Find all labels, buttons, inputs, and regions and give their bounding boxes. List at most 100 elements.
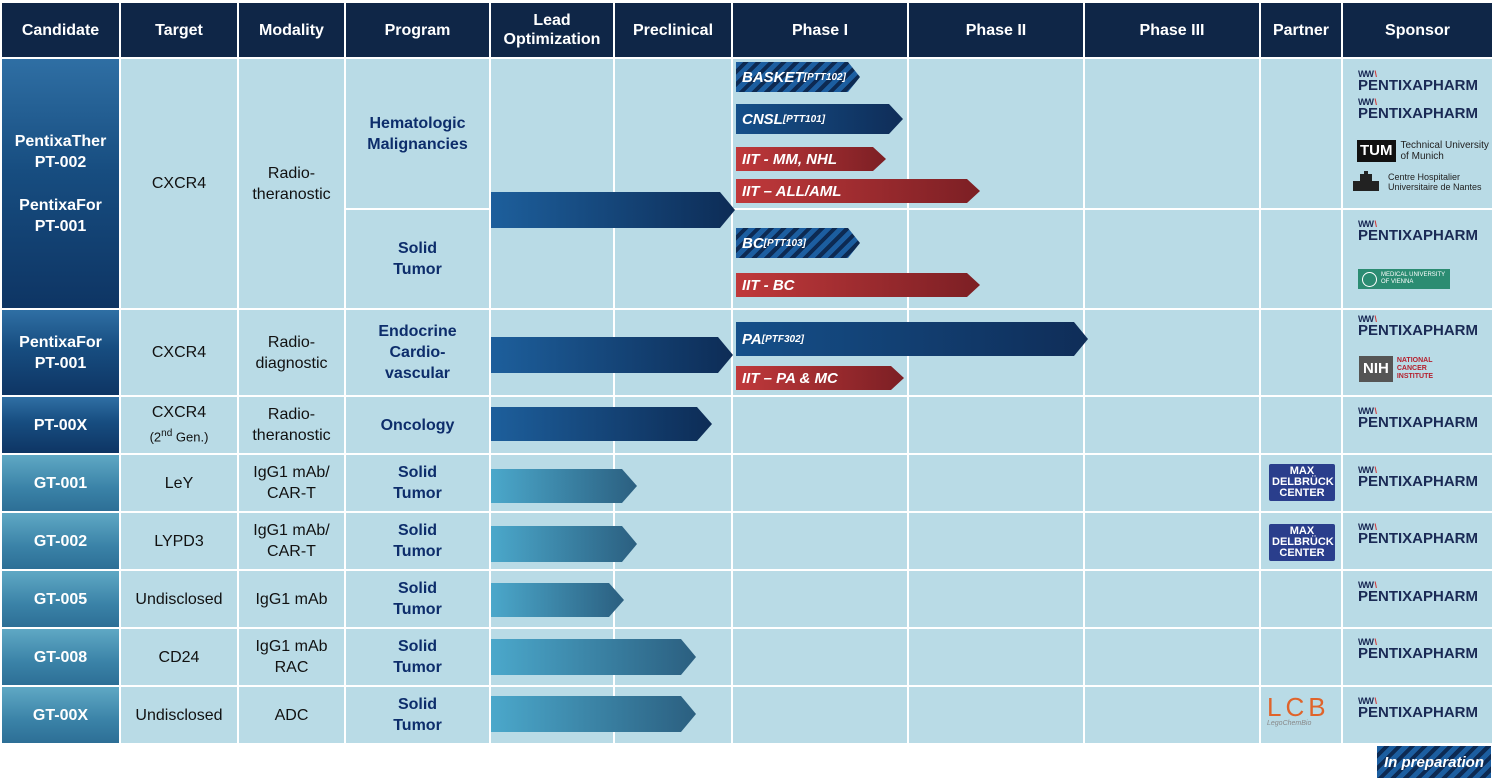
program-solid-tumor: Solid Tumor (346, 629, 489, 685)
program-solid-tumor: Solid Tumor (346, 210, 489, 308)
pentixapharm-logo: WW \ PENTIXAPHARM (1358, 314, 1479, 339)
stage-cell (909, 629, 1083, 685)
header-partner: Partner (1261, 3, 1341, 57)
header-target: Target (121, 3, 237, 57)
stage-cell (733, 513, 907, 569)
program-hematologic: Hematologic Malignancies (346, 59, 489, 208)
stage-cell (1343, 513, 1492, 569)
target-cell: LeY (121, 455, 237, 511)
header-phase-2: Phase II (909, 3, 1083, 57)
target-cell: CXCR4 (121, 59, 237, 308)
stage-cell (615, 59, 731, 308)
tum-mark: TUM (1357, 140, 1396, 162)
stage-cell (1085, 310, 1259, 395)
modality-cell: ADC (239, 687, 344, 743)
header-sponsor: Sponsor (1343, 3, 1492, 57)
stage-cell (733, 397, 907, 453)
sponsor-cell (1343, 397, 1492, 453)
target-cell: Undisclosed (121, 571, 237, 627)
header-modality: Modality (239, 3, 344, 57)
trial-bar-iit-bc: IIT - BC (736, 273, 980, 297)
modality-cell: IgG1 mAb RAC (239, 629, 344, 685)
mdc-logo: MAX DELBRÜCK CENTER (1269, 524, 1335, 561)
candidate-pt-00x: PT-00X (2, 397, 119, 453)
target-cell: Undisclosed (121, 687, 237, 743)
candidate-gt-00x: GT-00X (2, 687, 119, 743)
pentixapharm-logo: WW \ PENTIXAPHARM (1358, 696, 1479, 721)
header-lead-optimization: Lead Optimization (491, 3, 613, 57)
meduni-seal-icon (1362, 271, 1377, 287)
stage-bar (491, 469, 637, 503)
stage-cell (1085, 629, 1259, 685)
stage-cell (1085, 210, 1259, 308)
stage-cell (909, 687, 1083, 743)
chu-building-icon (1353, 171, 1379, 191)
legend-in-preparation: In preparation (1377, 746, 1491, 778)
program-endocrine: Endocrine Cardio-vascular (346, 310, 489, 395)
stage-bar (491, 407, 712, 441)
stage-cell (1085, 571, 1259, 627)
stage-cell (1343, 455, 1492, 511)
partner-cell (1261, 59, 1341, 208)
modality-cell: IgG1 mAb (239, 571, 344, 627)
nih-nci-logo: NIH NATIONAL CANCER INSTITUTE (1359, 356, 1433, 382)
trial-bar-pa: PA [PTF302] (736, 322, 1088, 356)
target-cell: CD24 (121, 629, 237, 685)
pentixapharm-logo: WW \ PENTIXAPHARM (1358, 406, 1479, 431)
pentixapharm-logo: WW \ PENTIXAPHARM (1358, 637, 1479, 662)
stage-bar (491, 192, 735, 228)
stage-cell (733, 687, 907, 743)
stage-bar (491, 639, 696, 675)
trial-bar-bc: BC [PTT103] (736, 228, 860, 258)
header-phase-1: Phase I (733, 3, 907, 57)
candidate-pt-001-diag: PentixaFor PT-001 (2, 310, 119, 395)
pentixapharm-logo: WW \ PENTIXAPHARM (1358, 465, 1479, 490)
stage-bar (491, 526, 637, 562)
pentixapharm-logo: WW \ PENTIXAPHARM (1358, 69, 1479, 94)
stage-cell (1261, 629, 1341, 685)
stage-bar (491, 696, 696, 732)
mdc-logo: MAX DELBRÜCK CENTER (1269, 464, 1335, 501)
modality-cell: Radio-theranostic (239, 397, 344, 453)
pentixapharm-logo: WW \ PENTIXAPHARM (1358, 522, 1479, 547)
lcb-logo: LCB LegoChemBio (1267, 692, 1330, 727)
stage-cell (1343, 687, 1492, 743)
pentixapharm-logo: WW \ PENTIXAPHARM (1358, 97, 1479, 122)
candidate-gt-005: GT-005 (2, 571, 119, 627)
target-cell: CXCR4 (2nd Gen.) (121, 397, 237, 453)
stage-cell (733, 629, 907, 685)
stage-cell (733, 455, 907, 511)
modality-cell: Radio-theranostic (239, 59, 344, 308)
candidate-pt-002-pt-001: PentixaTher PT-002 PentixaFor PT-001 (2, 59, 119, 308)
partner-cell (1261, 210, 1341, 308)
program-solid-tumor: Solid Tumor (346, 571, 489, 627)
stage-cell (909, 455, 1083, 511)
partner-cell (1261, 310, 1341, 395)
stage-cell (909, 571, 1083, 627)
stage-cell (1085, 513, 1259, 569)
candidate-gt-002: GT-002 (2, 513, 119, 569)
target-cell: LYPD3 (121, 513, 237, 569)
header-preclinical: Preclinical (615, 3, 731, 57)
stage-cell (1085, 397, 1259, 453)
stage-cell (1261, 687, 1341, 743)
target-cell: CXCR4 (121, 310, 237, 395)
pentixapharm-logo: WW \ PENTIXAPHARM (1358, 580, 1479, 605)
sponsor-cell (1343, 210, 1492, 308)
stage-cell (1261, 571, 1341, 627)
program-solid-tumor: Solid Tumor (346, 455, 489, 511)
trial-bar-iit-all: IIT – ALL/AML (736, 179, 980, 203)
meduni-vienna-logo: MEDICAL UNIVERSITY OF VIENNA (1358, 269, 1450, 289)
tum-logo: TUM Technical University of Munich (1357, 140, 1489, 162)
trial-bar-iit-mm: IIT - MM, NHL (736, 147, 886, 171)
stage-cell (909, 513, 1083, 569)
partner-cell (1261, 397, 1341, 453)
header-program: Program (346, 3, 489, 57)
stage-cell (615, 571, 731, 627)
stage-bar (491, 337, 733, 373)
trial-bar-iit-pa: IIT – PA & MC (736, 366, 904, 390)
stage-bar (491, 583, 624, 617)
stage-cell (909, 397, 1083, 453)
trial-bar-cnsl: CNSL [PTT101] (736, 104, 903, 134)
candidate-gt-001: GT-001 (2, 455, 119, 511)
